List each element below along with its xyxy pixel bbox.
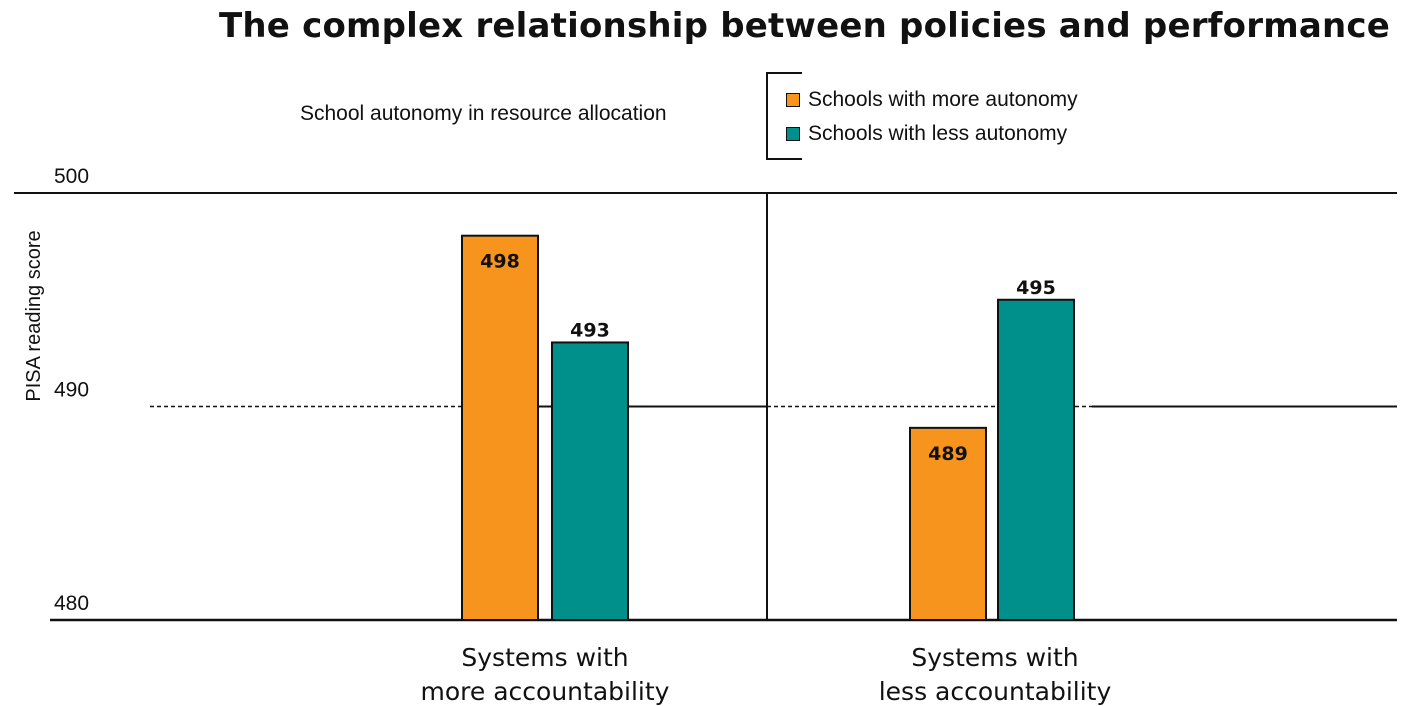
legend-swatch-teal xyxy=(786,127,800,141)
x-tick-label: Systems with xyxy=(911,643,1078,672)
x-tick-label: more accountability xyxy=(421,677,670,706)
y-tick-label: 480 xyxy=(54,592,89,615)
legend-item-more-autonomy: Schools with more autonomy xyxy=(786,88,1078,112)
bar xyxy=(551,341,629,621)
legend-bracket xyxy=(766,72,802,160)
y-tick-label: 500 xyxy=(54,165,89,188)
bar xyxy=(461,234,539,621)
y-axis-label: PISA reading score xyxy=(23,230,45,401)
bar xyxy=(909,426,987,621)
chart-title: The complex relationship between policie… xyxy=(219,6,1390,46)
bar xyxy=(997,298,1075,621)
data-label: 493 xyxy=(570,319,610,341)
legend-swatch-orange xyxy=(786,93,800,107)
data-label: 489 xyxy=(928,443,968,465)
y-tick-label: 490 xyxy=(54,379,89,402)
x-tick-label: less accountability xyxy=(879,677,1112,706)
data-label: 498 xyxy=(480,251,520,273)
x-tick-label: Systems with xyxy=(461,643,628,672)
legend-title: School autonomy in resource allocation xyxy=(300,102,667,125)
legend-item-less-autonomy: Schools with less autonomy xyxy=(786,122,1067,146)
legend-label: Schools with more autonomy xyxy=(808,88,1078,111)
data-label: 495 xyxy=(1016,277,1056,299)
legend-label: Schools with less autonomy xyxy=(808,122,1068,145)
